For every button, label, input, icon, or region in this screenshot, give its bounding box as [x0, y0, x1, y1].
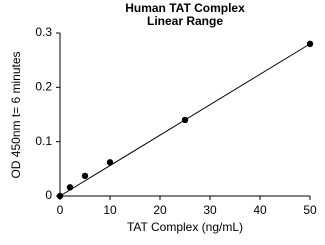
x-tick-label: 30 — [203, 203, 217, 217]
x-tick-label: 40 — [253, 203, 267, 217]
y-tick-label: 0.3 — [35, 25, 52, 39]
x-tick-label: 50 — [303, 203, 317, 217]
y-axis-label: OD 450nm t= 6 minutes — [9, 51, 23, 178]
chart-title: Human TAT Complex — [125, 1, 245, 15]
x-axis-label: TAT Complex (ng/mL) — [127, 220, 243, 234]
x-tick-label: 0 — [57, 203, 64, 217]
data-point — [181, 116, 189, 124]
chart-subtitle: Linear Range — [147, 14, 223, 28]
x-tick-label: 10 — [103, 203, 117, 217]
data-point — [306, 40, 314, 48]
y-tick-label: 0.1 — [35, 134, 52, 148]
x-tick-label: 20 — [153, 203, 167, 217]
y-tick-label: 0.2 — [35, 80, 52, 94]
y-tick-label: 0 — [45, 188, 52, 202]
data-point — [56, 192, 64, 200]
data-point — [106, 159, 114, 166]
data-point — [66, 184, 74, 191]
data-point — [81, 172, 89, 180]
